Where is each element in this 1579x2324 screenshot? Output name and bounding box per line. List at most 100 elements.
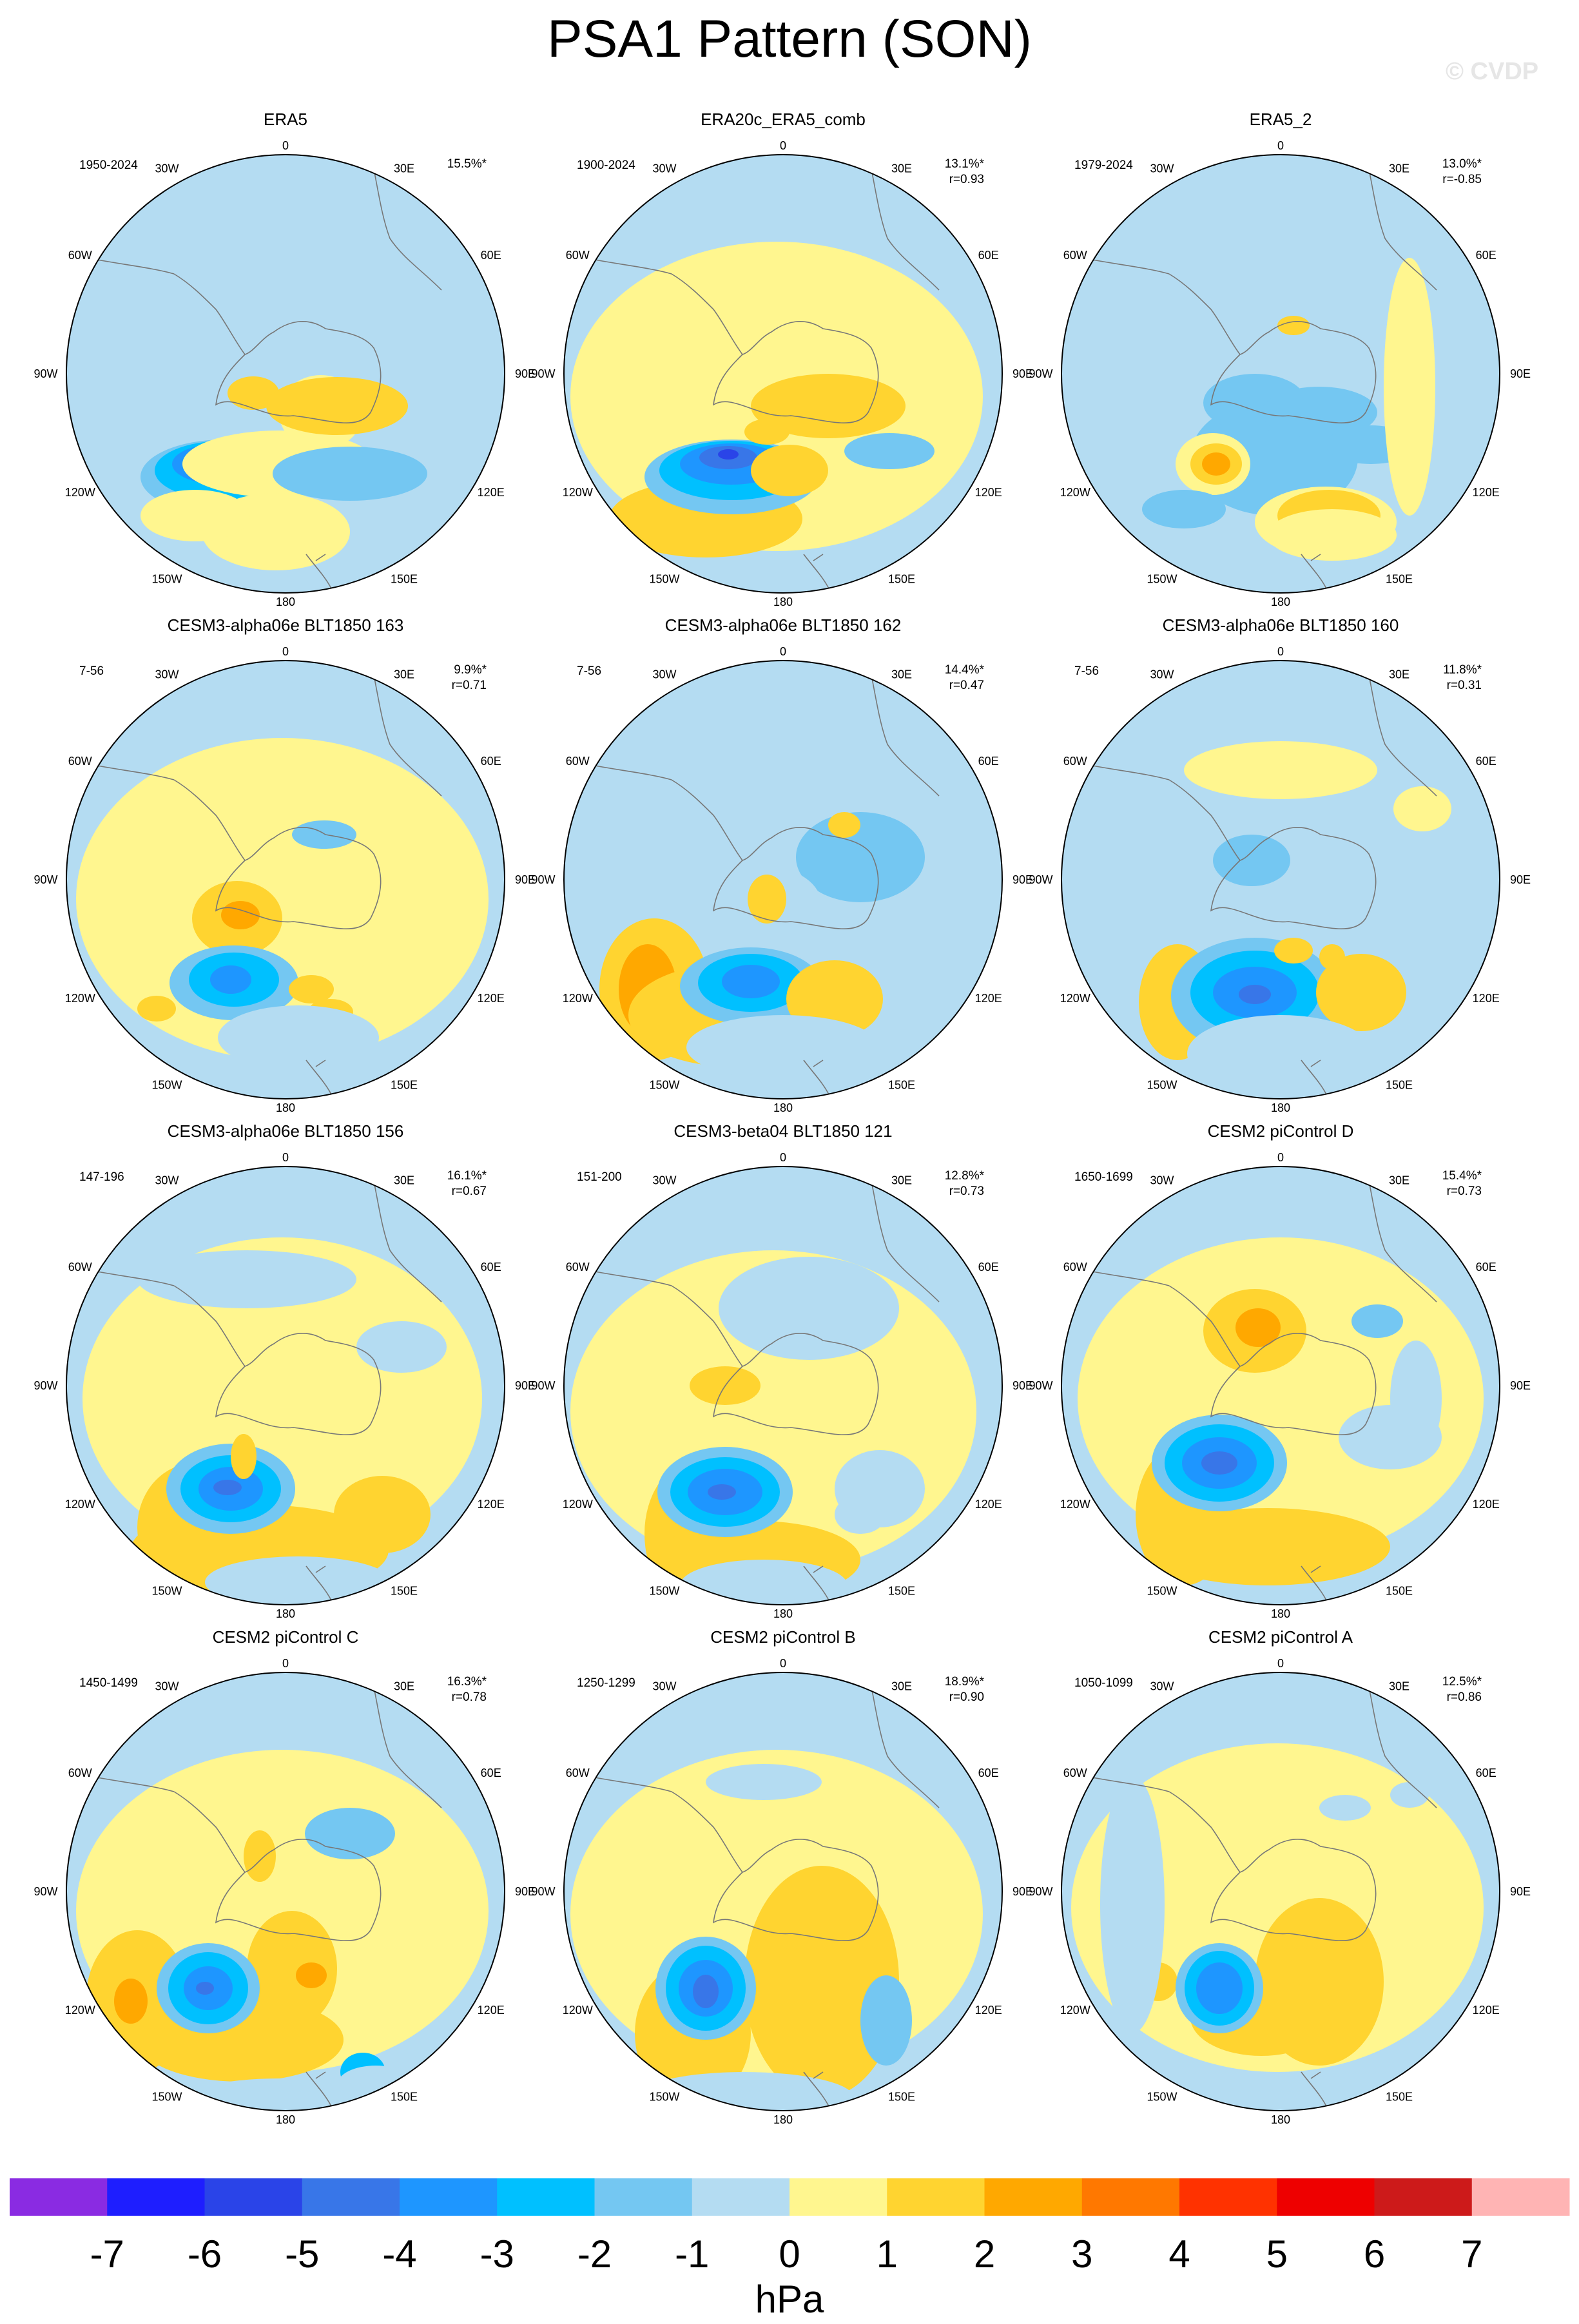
year-range: 1900-2024 bbox=[577, 159, 635, 172]
map-panel: CESM3-alpha06e BLT1850 162 0 30E 60E 90E 120E… bbox=[520, 615, 1046, 1125]
anomaly-contour bbox=[1319, 1795, 1371, 1821]
year-range: 1979-2024 bbox=[1074, 159, 1133, 172]
longitude-label: 60E bbox=[1476, 1261, 1497, 1273]
longitude-label: 30E bbox=[1389, 1174, 1409, 1186]
longitude-label: 60E bbox=[481, 1261, 501, 1273]
longitude-label: 180 bbox=[773, 1607, 793, 1620]
pattern-correlation: r=0.73 bbox=[949, 1185, 984, 1198]
longitude-label: 120W bbox=[65, 1498, 95, 1511]
peninsula-outline bbox=[173, 779, 246, 861]
longitude-label: 30E bbox=[1389, 668, 1409, 681]
longitude-label: 150W bbox=[1147, 1079, 1177, 1092]
anomaly-contour bbox=[114, 1979, 148, 2024]
longitude-label: 0 bbox=[282, 1151, 289, 1164]
map-border bbox=[1061, 154, 1500, 594]
map-panel: ERA5 0 30E 60E 90E 120E 150E 180 150W 120W 90W 60W 3… bbox=[23, 110, 548, 619]
longitude-label: 30W bbox=[1150, 1680, 1174, 1692]
pattern-correlation: r=-0.85 bbox=[1442, 173, 1482, 186]
anomaly-contour bbox=[218, 1005, 379, 1070]
year-range: 1650-1699 bbox=[1074, 1170, 1133, 1184]
new-zealand-outline bbox=[803, 2071, 830, 2108]
longitude-label: 30W bbox=[155, 668, 179, 681]
map-border bbox=[563, 154, 1003, 594]
longitude-label: 90E bbox=[1012, 1885, 1033, 1898]
anomaly-contour bbox=[1187, 1015, 1374, 1092]
longitude-label: 90E bbox=[1012, 367, 1033, 380]
longitude-label: 60W bbox=[68, 249, 92, 262]
anomaly-contour bbox=[1268, 509, 1397, 561]
longitude-label: 120E bbox=[478, 486, 505, 499]
longitude-label: 90W bbox=[1029, 873, 1052, 886]
anomaly-contour bbox=[1196, 1962, 1243, 2014]
pattern-correlation: r=0.93 bbox=[949, 173, 984, 186]
colorbar-swatch bbox=[204, 2178, 303, 2216]
anomaly-contour bbox=[1277, 316, 1310, 335]
antarctica-outline bbox=[712, 321, 879, 423]
anomaly-contour bbox=[210, 965, 251, 994]
longitude-label: 60W bbox=[68, 1261, 92, 1273]
anomaly-contour bbox=[196, 1982, 214, 1995]
longitude-label: 30E bbox=[891, 1174, 912, 1186]
anomaly-contour bbox=[722, 965, 780, 998]
longitude-label: 60E bbox=[978, 1261, 999, 1273]
pattern-correlation: r=0.86 bbox=[1447, 1690, 1482, 1704]
longitude-label: 60W bbox=[68, 1767, 92, 1779]
longitude-label: 150E bbox=[391, 1585, 418, 1598]
peninsula-outline bbox=[1168, 1285, 1241, 1367]
longitude-label: 90W bbox=[34, 1885, 57, 1898]
anomaly-contour bbox=[1384, 258, 1435, 516]
longitude-label: 90W bbox=[34, 367, 57, 380]
longitude-label: 180 bbox=[773, 596, 793, 608]
longitude-label: 30E bbox=[394, 1680, 414, 1692]
anomaly-contour bbox=[686, 1015, 880, 1080]
anomaly-contour bbox=[744, 1866, 899, 2098]
longitude-label: 90E bbox=[1012, 1379, 1033, 1392]
longitude-label: 30W bbox=[155, 162, 179, 175]
map-border bbox=[66, 154, 505, 594]
longitude-label: 120W bbox=[1060, 486, 1090, 499]
polar-map: 0 30E 60E 90E 120E 150E 180 150W 120W 90W 60W 30W 14… bbox=[34, 1657, 536, 2126]
map-border bbox=[563, 1672, 1003, 2111]
anomaly-contour bbox=[751, 374, 906, 438]
anomaly-contour bbox=[334, 1476, 431, 1553]
year-range: 1450-1499 bbox=[79, 1676, 138, 1690]
antarctica-outline bbox=[215, 827, 382, 929]
longitude-label: 90W bbox=[531, 367, 555, 380]
map-panel: CESM2 piControl A 0 30E 60E 90E 120E 150E 180 15… bbox=[1018, 1627, 1544, 2136]
longitude-label: 150E bbox=[888, 573, 915, 586]
longitude-label: 0 bbox=[780, 1151, 786, 1164]
new-zealand-outline bbox=[305, 554, 333, 590]
africa-outline bbox=[867, 1672, 940, 1808]
anomaly-contour bbox=[1201, 1451, 1237, 1475]
longitude-label: 60W bbox=[1063, 1261, 1087, 1273]
colorbar: -7 -6 -5 -4 -3 -2 -1 0 1 2 3 4 5 6 7 hPa bbox=[10, 2178, 1570, 2321]
anomaly-field bbox=[1061, 1672, 1500, 2111]
panel-title: CESM2 piControl B bbox=[710, 1627, 856, 1647]
variance-explained: 14.4%* bbox=[945, 663, 985, 677]
africa-outline bbox=[867, 1167, 940, 1302]
longitude-label: 0 bbox=[1277, 1657, 1284, 1670]
map-panel: ERA5_2 0 30E 60E 90E 120E 150E 180 150W 120W 90W 60… bbox=[1018, 110, 1544, 619]
colorbar-tick-label: -1 bbox=[675, 2232, 709, 2276]
longitude-label: 60E bbox=[978, 1767, 999, 1779]
longitude-label: 60E bbox=[978, 755, 999, 768]
longitude-label: 90W bbox=[531, 873, 555, 886]
longitude-label: 150W bbox=[649, 1585, 679, 1598]
longitude-label: 120E bbox=[975, 992, 1002, 1005]
peninsula-outline bbox=[671, 779, 743, 861]
map-panel: CESM3-alpha06e BLT1850 160 0 30E 60E 90E 120E… bbox=[1018, 615, 1544, 1125]
anomaly-contour bbox=[635, 2072, 854, 2111]
longitude-label: 150W bbox=[1147, 1585, 1177, 1598]
longitude-label: 180 bbox=[276, 596, 295, 608]
colorbar-tick-label: 7 bbox=[1461, 2232, 1482, 2276]
anomaly-field bbox=[66, 155, 505, 593]
panel-title: CESM3-alpha06e BLT1850 162 bbox=[664, 615, 902, 635]
anomaly-field bbox=[564, 1167, 1002, 1605]
longitude-label: 60E bbox=[1476, 249, 1497, 262]
colorbar-swatch bbox=[1081, 2178, 1180, 2216]
year-range: 147-196 bbox=[79, 1170, 124, 1184]
longitude-label: 180 bbox=[773, 1101, 793, 1114]
longitude-label: 0 bbox=[282, 1657, 289, 1670]
antarctica-outline bbox=[1210, 1839, 1377, 1941]
longitude-label: 180 bbox=[276, 2113, 295, 2126]
